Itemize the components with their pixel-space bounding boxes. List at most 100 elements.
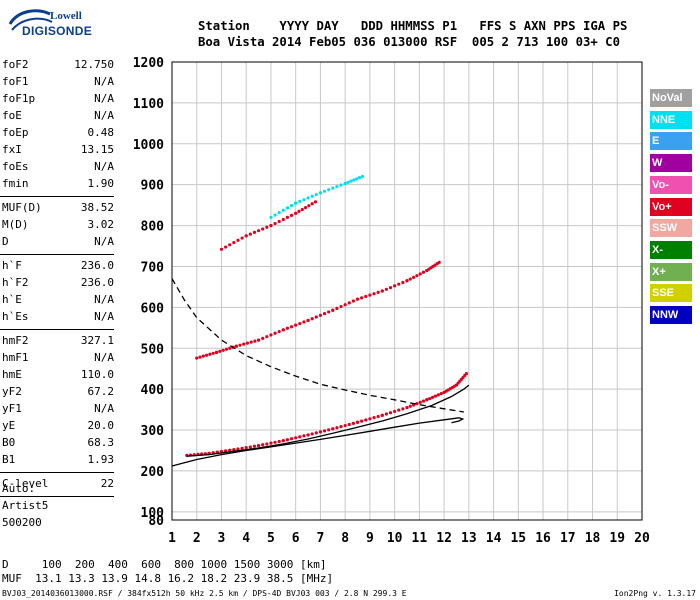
trace-point — [242, 342, 246, 346]
param-row: B0 68.3 — [2, 436, 114, 453]
legend-item-w: W — [650, 154, 692, 173]
trace-point — [300, 207, 304, 212]
software-version: Ion2Png v. 1.3.17 — [614, 589, 696, 598]
x-tick-label: 19 — [609, 531, 625, 546]
param-value: 0.48 — [87, 126, 115, 139]
trace-point — [285, 206, 290, 210]
trace-point — [322, 189, 327, 193]
param-label: foF2 — [2, 58, 29, 71]
y-tick-label: 1000 — [133, 138, 164, 153]
param-row: foEs N/A — [2, 160, 114, 177]
param-row: h`Es N/A — [2, 310, 114, 327]
trace-point — [224, 347, 229, 351]
param-value: 236.0 — [80, 259, 114, 272]
trace-point — [256, 443, 261, 448]
param-separator — [0, 472, 114, 473]
trace-point — [281, 208, 285, 212]
y-tick-label: 300 — [141, 424, 165, 439]
y-tick-label: 400 — [141, 383, 165, 398]
param-row: yE 20.0 — [2, 419, 114, 436]
x-tick-label: 9 — [366, 531, 374, 546]
trace-point — [401, 407, 405, 411]
trace-point — [380, 413, 384, 417]
trace-point — [380, 289, 384, 293]
trace-point — [351, 421, 356, 425]
trace-point — [408, 404, 412, 408]
trace-point — [439, 392, 443, 396]
trace-point — [298, 435, 302, 439]
param-label: foF1p — [2, 92, 36, 105]
x-tick-label: 2 — [193, 531, 201, 546]
trace-point — [355, 420, 360, 424]
trace-point — [228, 243, 232, 247]
trace-point — [401, 280, 405, 285]
trace-point — [289, 203, 294, 208]
trace-point — [339, 425, 343, 429]
trace-point — [208, 352, 212, 356]
trace-point — [219, 247, 224, 251]
trace-point — [232, 448, 236, 452]
trace-point — [331, 308, 335, 312]
trace-point — [195, 356, 199, 360]
trace-point — [277, 211, 281, 215]
trace-point — [277, 329, 281, 334]
trace-point — [415, 402, 419, 406]
trace-point — [302, 434, 306, 438]
trace-point — [327, 428, 331, 432]
trace-point — [281, 328, 285, 332]
trace-point — [269, 441, 273, 445]
param-value: N/A — [94, 75, 114, 88]
x-tick-label: 4 — [242, 531, 250, 546]
param-value: 1.90 — [87, 177, 115, 190]
trace-point — [310, 317, 314, 321]
param-row: fmin 1.90 — [2, 177, 114, 194]
y-tick-label: 700 — [141, 260, 165, 275]
trace-point — [437, 260, 441, 264]
trace-point — [368, 417, 372, 421]
trace-point — [218, 349, 222, 353]
param-label: hmE — [2, 368, 22, 381]
trace-point — [393, 284, 397, 288]
param-row: foF1 N/A — [2, 75, 114, 92]
trace-point — [240, 446, 244, 450]
auto-artist-version: Artist5 — [2, 499, 49, 512]
param-label: yE — [2, 419, 16, 432]
trace-point — [277, 439, 281, 444]
trace-point — [310, 194, 314, 198]
x-tick-label: 1 — [168, 531, 176, 546]
param-value: N/A — [94, 160, 114, 173]
trace-point — [269, 333, 273, 337]
x-tick-label: 15 — [510, 531, 526, 546]
param-value: 1.93 — [87, 453, 115, 466]
trace-point — [205, 353, 209, 357]
y-tick-label: 800 — [141, 220, 165, 235]
trace-point — [211, 351, 215, 355]
x-tick-label: 12 — [436, 531, 452, 546]
trace-point — [318, 191, 323, 195]
y-tick-label: 1100 — [133, 97, 164, 112]
param-row: hmE 110.0 — [2, 368, 114, 385]
trace-point — [273, 440, 277, 444]
x-tick-label: 3 — [218, 531, 226, 546]
param-label: C-level — [2, 477, 49, 490]
trace-point — [364, 418, 368, 422]
param-row: foF2 12.750 — [2, 58, 114, 75]
param-row: C-level 22 — [2, 477, 114, 494]
y-tick-label: 1200 — [133, 56, 164, 71]
param-label: D — [2, 235, 9, 248]
trace-point — [253, 339, 257, 343]
trace-point — [281, 217, 285, 222]
trace-point — [339, 183, 343, 187]
trace-point — [256, 229, 261, 233]
x-tick-label: 14 — [486, 531, 502, 546]
trace-point — [236, 238, 240, 242]
trace-point — [327, 188, 331, 192]
param-row: h`F2 236.0 — [2, 276, 114, 293]
trace-point — [335, 306, 339, 310]
trace-point — [294, 323, 298, 327]
header-line-2: Boa Vista 2014 Feb05 036 013000 RSF 005 … — [198, 35, 620, 49]
trace-point — [368, 293, 372, 297]
param-row: yF1 N/A — [2, 402, 114, 419]
trace-point — [376, 414, 380, 419]
